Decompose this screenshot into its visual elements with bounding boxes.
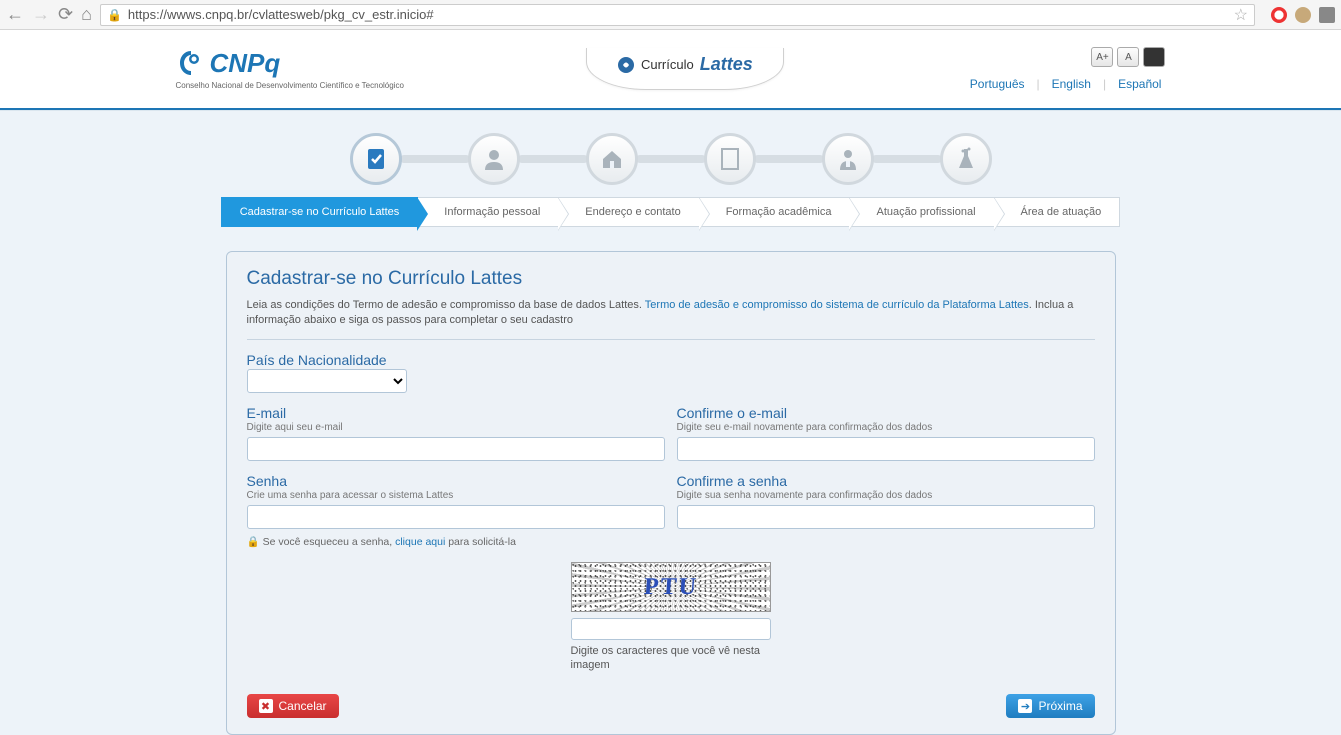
forgot-password-link[interactable]: clique aqui [395, 536, 445, 548]
email-confirm-input[interactable] [677, 437, 1095, 461]
senha-hint: Crie uma senha para acessar o sistema La… [247, 490, 665, 501]
terms-link[interactable]: Termo de adesão e compromisso do sistema… [645, 299, 1029, 311]
nacionalidade-label: País de Nacionalidade [247, 352, 407, 368]
email-label: E-mail [247, 405, 665, 421]
step-icon-6[interactable] [940, 133, 992, 185]
forgot-prefix: Se você esqueceu a senha, [263, 536, 396, 548]
opera-icon[interactable] [1271, 7, 1287, 23]
contrast-button[interactable] [1143, 47, 1165, 67]
cancel-button[interactable]: ✖ Cancelar [247, 694, 339, 718]
lang-en[interactable]: English [1048, 77, 1095, 91]
cnpq-logo-block[interactable]: CNPq Conselho Nacional de Desenvolviment… [176, 48, 404, 91]
registration-panel: Cadastrar-se no Currículo Lattes Leia as… [226, 251, 1116, 735]
cnpq-logo-text: CNPq [210, 48, 281, 79]
bc-step-5[interactable]: Atuação profissional [850, 197, 994, 227]
lang-es[interactable]: Español [1114, 77, 1165, 91]
person-icon [481, 146, 507, 172]
email2-label: Confirme o e-mail [677, 405, 1095, 421]
bookmark-star-icon[interactable]: ☆ [1234, 5, 1248, 25]
captcha-hint: Digite os caracteres que você vê nesta i… [571, 644, 771, 673]
next-label: Próxima [1038, 699, 1082, 713]
cnpq-logo-icon [176, 48, 206, 78]
password-input[interactable] [247, 505, 665, 529]
bc-step-6[interactable]: Área de atuação [995, 197, 1121, 227]
captcha-text: PTU [571, 563, 771, 611]
step-icon-2[interactable] [468, 133, 520, 185]
flask-icon [955, 146, 977, 172]
forgot-suffix: para solicitá-la [445, 536, 516, 548]
back-button[interactable]: ← [6, 4, 24, 25]
panel-desc-1: Leia as condições do Termo de adesão e c… [247, 299, 645, 311]
lock-icon: 🔒 [107, 8, 122, 22]
password-confirm-input[interactable] [677, 505, 1095, 529]
reload-button[interactable]: ⟳ [58, 4, 73, 25]
lang-pt[interactable]: Português [966, 77, 1029, 91]
extension-icons [1263, 7, 1335, 23]
cancel-label: Cancelar [279, 699, 327, 713]
font-increase-button[interactable]: A+ [1091, 47, 1113, 67]
lock-small-icon: 🔒 [247, 536, 260, 548]
wizard-step-icons [176, 133, 1166, 185]
font-normal-button[interactable]: A [1117, 47, 1139, 67]
step-icon-4[interactable] [704, 133, 756, 185]
book-icon [719, 146, 741, 172]
cancel-icon: ✖ [259, 699, 273, 713]
bc-step-3[interactable]: Endereço e contato [559, 197, 699, 227]
email-input[interactable] [247, 437, 665, 461]
step-icon-1[interactable] [350, 133, 402, 185]
lattes-icon [617, 56, 635, 74]
bc-step-4[interactable]: Formação acadêmica [700, 197, 851, 227]
font-size-controls: A+ A [1091, 47, 1165, 67]
url-text: https://wwws.cnpq.br/cvlattesweb/pkg_cv_… [128, 7, 434, 22]
home-button[interactable]: ⌂ [81, 4, 92, 25]
captcha-input[interactable] [571, 618, 771, 640]
bc-step-1[interactable]: Cadastrar-se no Currículo Lattes [221, 197, 419, 227]
next-button[interactable]: ➔ Próxima [1006, 694, 1094, 718]
lattes-tab[interactable]: Currículo Lattes [586, 48, 784, 90]
next-icon: ➔ [1018, 699, 1032, 713]
house-icon [599, 146, 625, 172]
senha2-hint: Digite sua senha novamente para confirma… [677, 490, 1095, 501]
address-bar[interactable]: 🔒 https://wwws.cnpq.br/cvlattesweb/pkg_c… [100, 4, 1255, 26]
site-header: CNPq Conselho Nacional de Desenvolviment… [176, 30, 1166, 108]
extension-icon-3[interactable] [1319, 7, 1335, 23]
nacionalidade-select[interactable] [247, 369, 407, 393]
language-switcher: Português| English| Español [966, 77, 1166, 91]
panel-description: Leia as condições do Termo de adesão e c… [247, 298, 1095, 340]
step-icon-5[interactable] [822, 133, 874, 185]
panel-title: Cadastrar-se no Currículo Lattes [247, 268, 1095, 290]
bc-step-2[interactable]: Informação pessoal [418, 197, 559, 227]
email-hint: Digite aqui seu e-mail [247, 422, 665, 433]
wizard-breadcrumb: Cadastrar-se no Currículo Lattes Informa… [176, 197, 1166, 227]
captcha-block: PTU Digite os caracteres que você vê nes… [247, 562, 1095, 673]
professional-icon [835, 146, 861, 172]
senha-label: Senha [247, 473, 665, 489]
lattes-prefix: Currículo [641, 57, 694, 72]
captcha-image: PTU [571, 562, 771, 612]
step-icon-3[interactable] [586, 133, 638, 185]
browser-toolbar: ← → ⟳ ⌂ 🔒 https://wwws.cnpq.br/cvlattesw… [0, 0, 1341, 30]
forward-button[interactable]: → [32, 4, 50, 25]
lattes-brand: Lattes [700, 54, 753, 75]
forgot-password-line: 🔒Se você esqueceu a senha, clique aqui p… [247, 535, 1095, 548]
cnpq-subtitle: Conselho Nacional de Desenvolvimento Cie… [176, 82, 404, 91]
email2-hint: Digite seu e-mail novamente para confirm… [677, 422, 1095, 433]
extension-icon-2[interactable] [1295, 7, 1311, 23]
clipboard-check-icon [363, 146, 389, 172]
senha2-label: Confirme a senha [677, 473, 1095, 489]
